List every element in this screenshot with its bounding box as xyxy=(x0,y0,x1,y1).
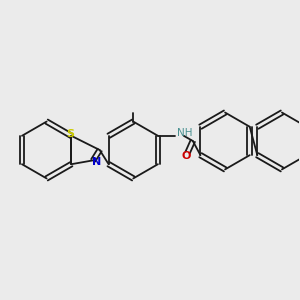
Text: NH: NH xyxy=(177,128,193,138)
Text: N: N xyxy=(92,157,101,166)
Text: O: O xyxy=(182,152,191,161)
Text: S: S xyxy=(66,129,74,139)
